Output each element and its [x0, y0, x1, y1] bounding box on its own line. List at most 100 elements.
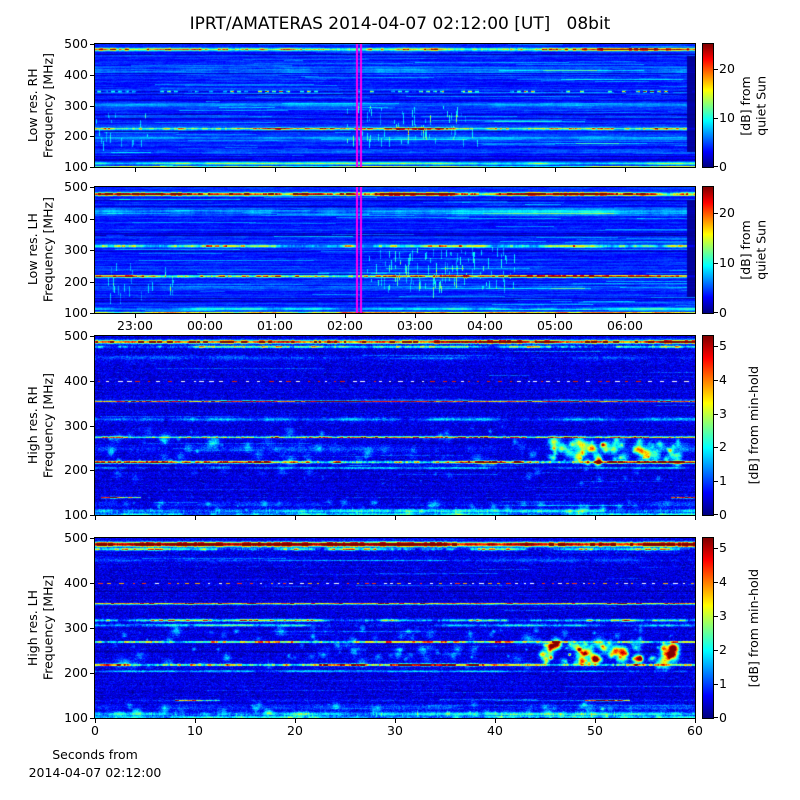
y-tick-high-res-lh: [90, 673, 95, 674]
y-axis-label-line-low-res-lh: Low res. LH: [25, 214, 41, 286]
x-tick-high-res-lh: [495, 719, 496, 723]
y-axis-label-line-high-res-lh: Frequency [MHz]: [41, 575, 56, 681]
y-axis-label-line-low-res-rh: Frequency [MHz]: [41, 52, 56, 159]
colorbar-axis-label-low-res-lh: [dB] from quiet Sun: [737, 187, 771, 313]
x-tick-low-res-rh: [415, 168, 416, 172]
y-tick-low-res-rh: [90, 136, 95, 137]
figure-title: IPRT/AMATERAS 2014-04-07 02:12:00 [UT] 0…: [189, 14, 611, 34]
colorbar-axis-label-line-low-res-rh: [dB] from: [738, 75, 754, 136]
x-axis-caption-line2: 2014-04-07 02:12:00: [28, 765, 162, 780]
x-tick-low-res-rh: [485, 168, 486, 172]
colorbar-tick-label-low-res-lh: 0: [719, 305, 727, 320]
x-tick-low-res-lh: [625, 314, 626, 318]
x-tick-low-res-rh: [205, 168, 206, 172]
x-tick-high-res-rh: [695, 516, 696, 520]
colorbar-tick-low-res-rh: [714, 118, 718, 119]
x-tick-low-res-lh: [415, 314, 416, 318]
colorbar-tick-high-res-lh: [714, 717, 718, 718]
colorbar-tick-label-high-res-lh: 1: [719, 676, 727, 691]
y-tick-label-low-res-lh: 100: [64, 305, 88, 320]
colorbar-tick-label-high-res-lh: 5: [719, 540, 727, 555]
y-axis-label-line-low-res-rh: Low res. RH: [25, 68, 41, 143]
y-tick-label-low-res-rh: 200: [64, 128, 88, 143]
x-tick-label-low-res-lh: 23:00: [116, 318, 154, 333]
y-axis-label-line-low-res-lh: Frequency [MHz]: [41, 197, 56, 303]
x-tick-label-low-res-lh: 01:00: [256, 318, 294, 333]
x-tick-label-high-res-lh: 60: [687, 723, 703, 738]
y-tick-label-high-res-rh: 100: [64, 507, 88, 522]
y-axis-label-low-res-lh: Low res. LH Frequency [MHz]: [24, 187, 58, 313]
y-tick-label-low-res-lh: 200: [64, 274, 88, 289]
y-axis-label-text-high-res-rh: High res. RH Frequency [MHz]: [25, 373, 56, 478]
x-tick-low-res-rh: [345, 168, 346, 172]
colorbar-high-res-rh: [702, 335, 714, 516]
colorbar-tick-label-low-res-rh: 20: [719, 61, 735, 76]
colorbar-axis-label-line-high-res-rh: [dB] from min-hold: [746, 366, 762, 485]
y-tick-label-high-res-rh: 400: [64, 373, 88, 388]
colorbar-tick-label-low-res-rh: 0: [719, 159, 727, 174]
x-axis-caption-line1: Seconds from: [52, 747, 138, 762]
y-tick-low-res-lh: [90, 187, 95, 188]
y-tick-label-high-res-rh: 500: [64, 328, 88, 343]
y-tick-low-res-rh: [90, 44, 95, 45]
x-tick-high-res-lh: [595, 719, 596, 723]
spectrogram-low-res-rh: [94, 43, 696, 168]
x-tick-high-res-rh: [595, 516, 596, 520]
y-axis-label-text-low-res-rh: Low res. RH Frequency [MHz]: [25, 53, 56, 158]
y-tick-label-low-res-rh: 100: [64, 159, 88, 174]
x-tick-label-low-res-lh: 05:00: [536, 318, 574, 333]
colorbar-tick-low-res-lh: [714, 312, 718, 313]
x-tick-high-res-lh: [395, 719, 396, 723]
colorbar-tick-label-high-res-lh: 2: [719, 642, 727, 657]
y-tick-high-res-lh: [90, 628, 95, 629]
colorbar-tick-low-res-lh: [714, 263, 718, 264]
colorbar-tick-label-high-res-rh: 1: [719, 473, 727, 488]
y-tick-high-res-rh: [90, 470, 95, 471]
x-tick-high-res-rh: [195, 516, 196, 520]
colorbar-tick-high-res-rh: [714, 447, 718, 448]
y-tick-high-res-rh: [90, 426, 95, 427]
x-tick-label-high-res-lh: 10: [187, 723, 203, 738]
colorbar-tick-low-res-rh: [714, 166, 718, 167]
colorbar-tick-low-res-lh: [714, 213, 718, 214]
x-tick-label-low-res-lh: 04:00: [466, 318, 504, 333]
colorbar-tick-label-low-res-lh: 10: [719, 255, 735, 270]
y-axis-label-low-res-rh: Low res. RH Frequency [MHz]: [24, 44, 58, 167]
y-tick-label-low-res-rh: 400: [64, 67, 88, 82]
colorbar-tick-high-res-rh: [714, 346, 718, 347]
colorbar-axis-label-line-low-res-rh: quiet Sun: [754, 75, 769, 136]
colorbar-tick-label-low-res-lh: 20: [719, 205, 735, 220]
y-tick-label-high-res-rh: 300: [64, 418, 88, 433]
y-tick-high-res-rh: [90, 515, 95, 516]
y-tick-label-high-res-rh: 200: [64, 462, 88, 477]
x-tick-low-res-rh: [275, 168, 276, 172]
colorbar-low-res-rh: [702, 43, 714, 168]
x-tick-label-low-res-lh: 00:00: [186, 318, 224, 333]
x-tick-low-res-lh: [485, 314, 486, 318]
y-tick-low-res-rh: [90, 167, 95, 168]
x-tick-high-res-lh: [95, 719, 96, 723]
colorbar-tick-high-res-lh: [714, 616, 718, 617]
y-axis-label-text-high-res-lh: High res. LH Frequency [MHz]: [25, 575, 56, 680]
x-tick-low-res-lh: [345, 314, 346, 318]
colorbar-axis-label-line-high-res-lh: [dB] from min-hold: [746, 568, 762, 688]
x-tick-low-res-lh: [275, 314, 276, 318]
y-tick-label-high-res-lh: 500: [64, 530, 88, 545]
y-tick-low-res-lh: [90, 313, 95, 314]
x-tick-label-low-res-lh: 03:00: [396, 318, 434, 333]
colorbar-tick-high-res-lh: [714, 548, 718, 549]
colorbar-tick-label-high-res-rh: 5: [719, 338, 727, 353]
colorbar-low-res-lh: [702, 186, 714, 314]
x-tick-label-high-res-lh: 0: [91, 723, 99, 738]
x-tick-high-res-rh: [395, 516, 396, 520]
y-tick-label-high-res-lh: 400: [64, 575, 88, 590]
y-tick-label-low-res-lh: 400: [64, 211, 88, 226]
colorbar-tick-label-high-res-rh: 2: [719, 439, 727, 454]
colorbar-axis-label-high-res-lh: [dB] from min-hold: [737, 538, 771, 718]
colorbar-axis-label-low-res-rh: [dB] from quiet Sun: [737, 44, 771, 167]
y-tick-high-res-lh: [90, 538, 95, 539]
colorbar-tick-high-res-rh: [714, 481, 718, 482]
y-axis-label-text-low-res-lh: Low res. LH Frequency [MHz]: [25, 197, 56, 302]
y-tick-low-res-lh: [90, 282, 95, 283]
x-tick-high-res-rh: [95, 516, 96, 520]
